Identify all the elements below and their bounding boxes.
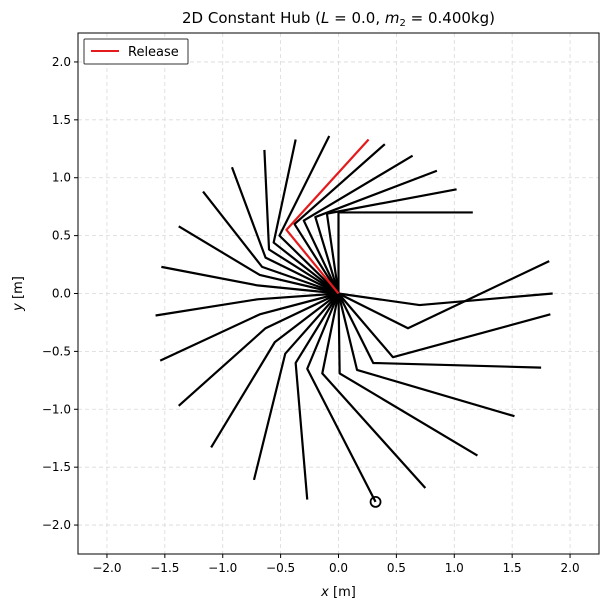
y-tick-label: −1.0 (42, 402, 71, 416)
x-tick-label: 2.0 (561, 561, 580, 575)
x-tick-label: 1.5 (503, 561, 522, 575)
chart-title: 2D Constant Hub (L = 0.0, m2 = 0.400kg) (182, 9, 495, 29)
arm-pose (252, 292, 340, 481)
arm-pose (293, 143, 386, 295)
legend-box (83, 38, 189, 65)
arm-pose (306, 293, 377, 503)
arm-pose (161, 265, 339, 295)
arm-pose (294, 292, 340, 500)
end-marker (369, 495, 382, 508)
arm-pose (230, 166, 339, 295)
arm-pose (278, 135, 340, 295)
y-tick-label: −1.5 (42, 460, 71, 474)
ticks: −2.0 −1.5 −1.0 −0.5 0.0 0.5 1.0 1.5 2.0 −2.0 −1.5 −… (42, 55, 580, 575)
arm-pose (177, 292, 339, 407)
x-axis-label: x [m] (320, 585, 356, 600)
arm-pose (337, 293, 478, 457)
arm-pose (202, 190, 339, 295)
arm-pose (263, 149, 340, 295)
y-tick-label: 2.0 (52, 55, 71, 69)
arm-pose (155, 292, 339, 317)
y-tick-label: 0.0 (52, 287, 71, 301)
y-tick-label: 1.0 (52, 171, 71, 185)
arm-pose (338, 260, 550, 330)
arm-pose (178, 225, 339, 295)
y-tick-label: 0.5 (52, 229, 71, 243)
arm-pose (159, 292, 339, 362)
arm-pose (338, 292, 553, 307)
x-tick-label: 1.0 (445, 561, 464, 575)
arm-pose (337, 293, 515, 418)
x-tick-label: −0.5 (266, 561, 295, 575)
y-axis-label: y [m] (11, 276, 26, 312)
x-tick-label: 0.5 (387, 561, 406, 575)
end-marker-layer (369, 495, 382, 508)
arm-pose (210, 292, 340, 449)
x-tick-label: −1.0 (208, 561, 237, 575)
arm-poses (155, 135, 553, 503)
release-arm (285, 138, 370, 295)
arm-pose (302, 154, 414, 294)
x-tick-label: −2.0 (92, 561, 121, 575)
arm-pose (272, 139, 340, 295)
legend-label-release: Release (128, 45, 179, 60)
y-tick-label: −2.0 (42, 518, 71, 532)
y-tick-label: −0.5 (42, 344, 71, 358)
release-pose (285, 138, 370, 295)
x-tick-label: −1.5 (150, 561, 179, 575)
y-tick-label: 1.5 (52, 113, 71, 127)
legend: Release (83, 38, 189, 65)
x-tick-label: 0.0 (329, 561, 348, 575)
arm-pose (314, 169, 438, 294)
arm-pose (321, 293, 427, 489)
arm-pose (337, 292, 551, 359)
arm-pose (337, 293, 542, 369)
